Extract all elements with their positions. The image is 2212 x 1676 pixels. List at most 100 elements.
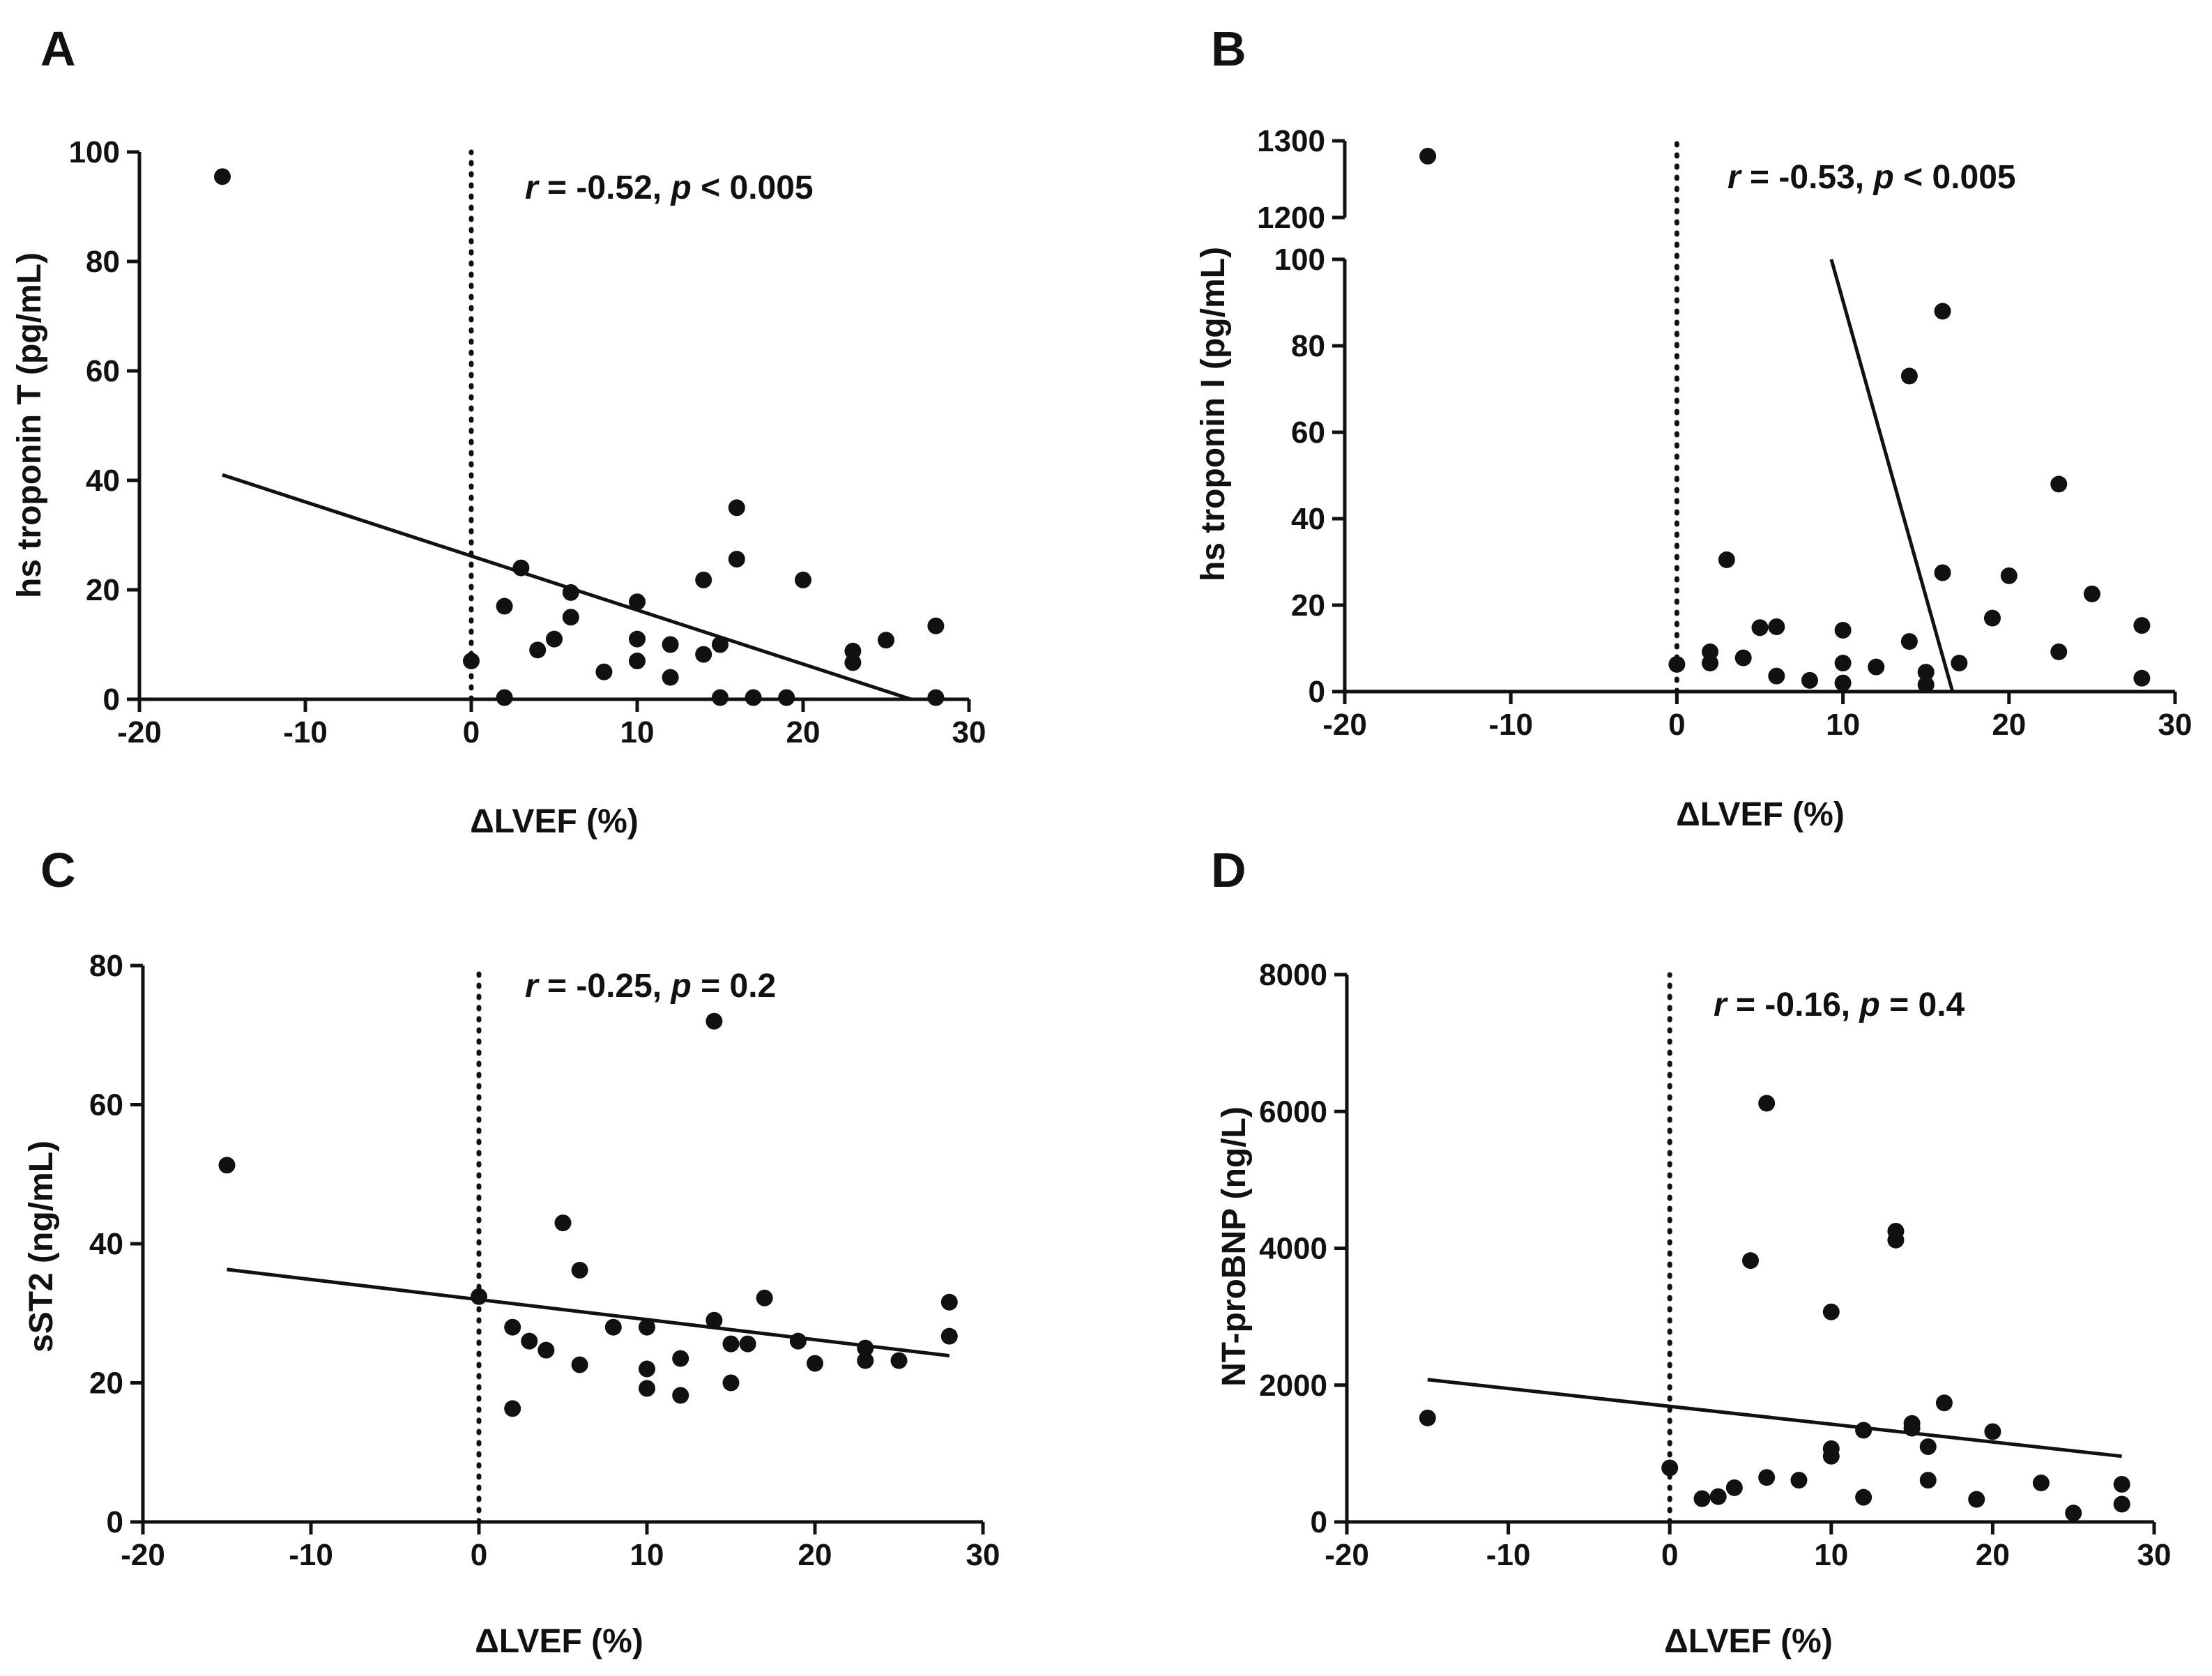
data-point	[1834, 655, 1852, 672]
annotation-symbol: p	[1858, 986, 1879, 1023]
data-point	[1834, 621, 1852, 639]
data-point	[629, 630, 646, 648]
annotation-symbol: p	[669, 169, 691, 206]
x-tick-label: -20	[1325, 1538, 1369, 1572]
data-point	[662, 636, 679, 653]
x-tick-label: 30	[966, 1538, 1000, 1572]
y-tick-label: 20	[86, 573, 120, 607]
data-point	[1934, 564, 1951, 581]
y-tick-label: 100	[1274, 243, 1325, 277]
annotation-value: = -0.52,	[538, 169, 671, 206]
x-tick-label: 0	[463, 715, 480, 749]
annotation-symbol: r	[525, 968, 540, 1005]
data-point	[629, 653, 646, 670]
correlation-annotation: r = -0.53, p < 0.005	[1727, 159, 2016, 196]
data-point	[1934, 303, 1951, 320]
panel-c: C -20 -10 0 10 20 30 0 20 40 60 80 ΔLVEF (%) sST2 (ng…	[23, 843, 1000, 1660]
data-point	[705, 1012, 723, 1030]
data-point	[639, 1318, 655, 1336]
data-point	[1702, 655, 1719, 672]
panel-letter: C	[40, 843, 76, 897]
annotation-value: = -0.16,	[1727, 986, 1860, 1023]
data-point	[1758, 1095, 1776, 1112]
y-tick-label: 0	[1309, 675, 1325, 709]
data-point	[2133, 617, 2151, 634]
x-tick-label: 30	[952, 715, 986, 749]
data-point	[496, 597, 513, 615]
x-tick-label: 30	[2158, 708, 2192, 742]
data-point	[1868, 658, 1885, 676]
data-point	[1768, 618, 1785, 635]
x-tick-label: -10	[1486, 1538, 1531, 1572]
annotation-value: = 0.2	[692, 968, 776, 1005]
x-tick-label: 0	[471, 1538, 487, 1572]
data-point	[1668, 655, 1686, 673]
data-point	[2032, 1475, 2050, 1492]
data-point	[512, 559, 530, 577]
data-point	[1917, 664, 1935, 681]
data-point	[2113, 1495, 2130, 1513]
data-point	[722, 1335, 740, 1353]
data-point	[1822, 1303, 1840, 1320]
data-point	[629, 593, 646, 611]
annotation-symbol: p	[1872, 159, 1893, 196]
data-point	[218, 1157, 236, 1174]
data-point	[2065, 1504, 2082, 1522]
data-point	[571, 1261, 588, 1279]
y-tick-label: 8000	[1259, 958, 1327, 992]
y-tick-label: 0	[107, 1505, 123, 1539]
data-point	[662, 669, 679, 686]
annotation-value: = 0.4	[1880, 986, 1965, 1023]
annotation-value: < 0.005	[1894, 159, 2016, 196]
data-point	[2050, 643, 2068, 660]
data-point	[1751, 619, 1769, 637]
data-point	[639, 1360, 655, 1378]
data-point	[795, 571, 811, 588]
data-point	[1709, 1488, 1727, 1505]
data-point	[562, 609, 579, 626]
data-point	[1984, 1423, 2001, 1440]
data-point	[695, 646, 712, 663]
data-point	[712, 636, 729, 653]
panel-b: B -20 -10 0 10 20 30 0 20 40 60 80 100 1200 1300 ΔLVEF …	[1195, 22, 2192, 833]
data-point	[1903, 1419, 1921, 1437]
data-point	[1935, 1394, 1953, 1412]
data-point	[471, 1288, 487, 1305]
data-point	[546, 630, 563, 648]
y-tick-label: 80	[86, 245, 120, 279]
y-tick-label: 20	[1291, 588, 1325, 623]
data-point	[857, 1339, 874, 1357]
data-point	[554, 1214, 572, 1232]
x-tick-label: 20	[786, 715, 821, 749]
regression-line	[1829, 259, 1955, 692]
annotation-symbol: r	[525, 169, 540, 206]
data-point	[940, 1293, 958, 1311]
data-point	[504, 1400, 521, 1417]
data-point	[2050, 475, 2068, 493]
data-point	[1968, 1491, 1985, 1508]
y-tick-label: 1300	[1257, 124, 1325, 158]
regression-line	[227, 1267, 950, 1358]
data-point	[672, 1350, 689, 1367]
x-tick-label: 0	[1661, 1538, 1678, 1572]
data-point	[463, 653, 480, 670]
correlation-annotation: r = -0.52, p < 0.005	[525, 169, 814, 206]
y-tick-label: 80	[89, 949, 123, 983]
data-point	[728, 551, 745, 568]
x-tick-label: -20	[117, 715, 162, 749]
data-point	[745, 689, 762, 706]
data-point	[672, 1387, 689, 1404]
data-point	[504, 1318, 521, 1336]
y-tick-label: 0	[1311, 1505, 1327, 1539]
y-tick-label: 60	[86, 354, 120, 388]
data-point	[595, 663, 613, 680]
data-point	[927, 689, 945, 706]
data-point	[844, 642, 862, 660]
data-point	[1919, 1438, 1937, 1456]
data-point	[571, 1356, 588, 1373]
annotation-value: = -0.25,	[538, 968, 671, 1005]
panel-letter: A	[40, 22, 76, 76]
data-point	[1758, 1469, 1776, 1486]
